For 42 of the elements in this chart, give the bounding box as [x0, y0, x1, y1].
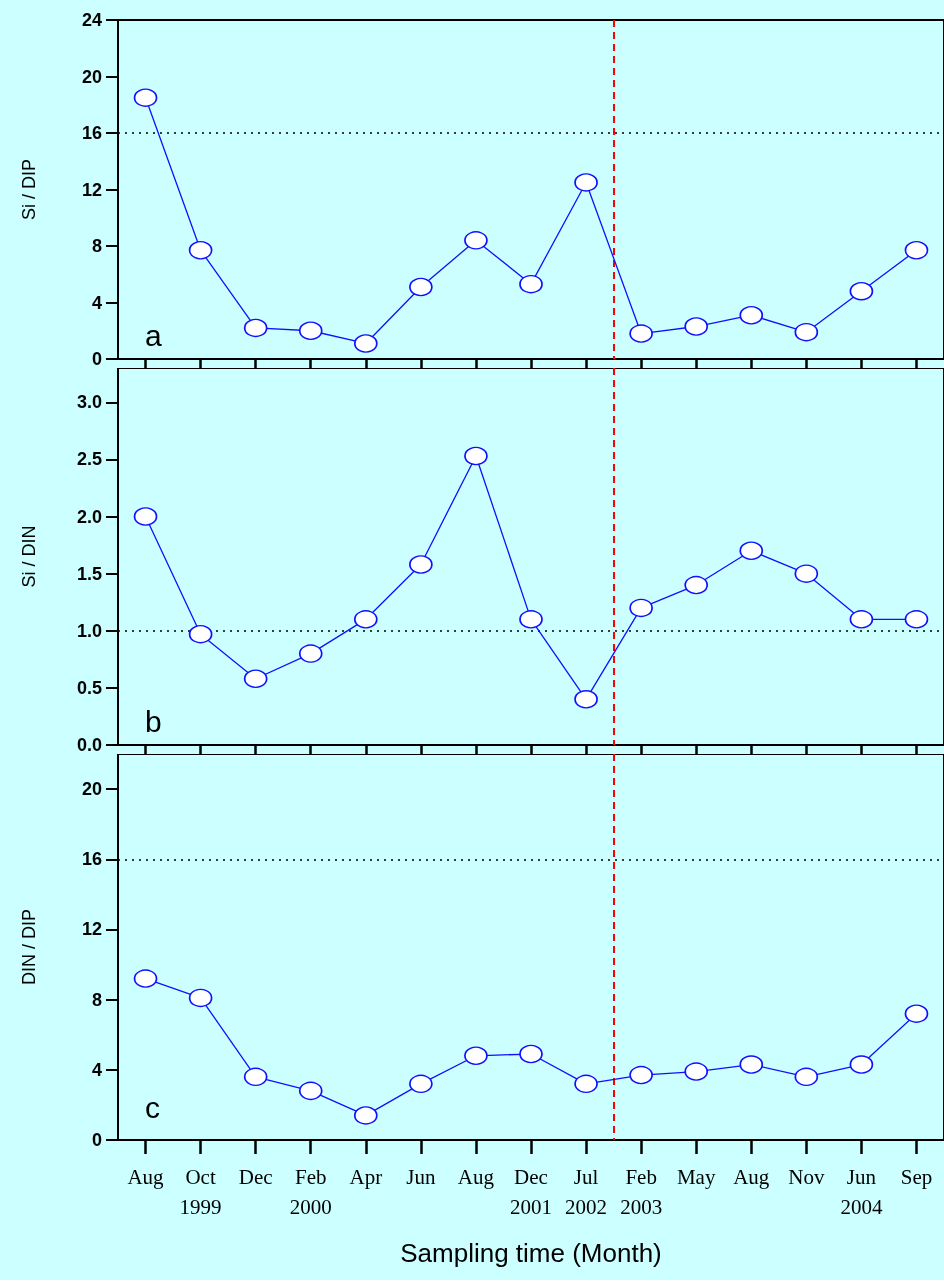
y-tick-label: 20 — [81, 779, 102, 800]
y-tick-label: 16 — [81, 123, 102, 143]
x-tick-label: Jul 2002 — [565, 1165, 608, 1219]
y-tick-label: 0.5 — [76, 677, 102, 698]
y-tick-label: 1.5 — [76, 563, 102, 584]
x-tick-label: Jun 2004 — [840, 1165, 883, 1219]
x-tick-label: Apr — [349, 1165, 383, 1189]
annotation: b — [145, 704, 162, 738]
y-axis-title: DIN / DIP — [19, 908, 39, 986]
y-tick-label: 0 — [91, 349, 102, 369]
y-tick-label: 2.0 — [76, 506, 102, 527]
y-tick-label: 0.0 — [76, 735, 102, 755]
y-tick-label: 12 — [81, 179, 102, 200]
x-tick-label: Nov — [788, 1165, 825, 1189]
y-tick-label: 16 — [81, 849, 102, 870]
x-axis-title: Sampling time (Month) — [400, 1238, 662, 1268]
y-tick-label: 3.0 — [76, 392, 102, 413]
y-tick-label: 24 — [81, 10, 102, 30]
y-tick-label: 8 — [91, 989, 102, 1010]
x-tick-label: Feb 2003 — [620, 1165, 663, 1219]
x-tick-label: Aug — [127, 1165, 165, 1189]
x-tick-label: Oct 1999 — [179, 1165, 222, 1219]
y-tick-label: 1.0 — [76, 620, 102, 641]
x-tick-label: Aug — [457, 1165, 495, 1189]
x-tick-label: Sep — [900, 1165, 933, 1189]
x-tick-label: Dec 2001 — [510, 1165, 552, 1219]
y-axis-title: Si / DIN — [19, 525, 39, 588]
y-tick-label: 12 — [81, 919, 102, 940]
x-tick-label: Feb 2000 — [289, 1165, 332, 1219]
y-tick-label: 4 — [91, 1059, 102, 1080]
y-tick-label: 0 — [91, 1130, 102, 1150]
x-tick-label: Dec — [238, 1165, 273, 1189]
y-axis-title: Si / DIP — [19, 158, 39, 221]
x-tick-label: Jun — [406, 1165, 436, 1189]
x-tick-label: Aug — [733, 1165, 770, 1189]
annotation: a — [145, 318, 162, 352]
x-tick-label: May — [676, 1165, 716, 1189]
annotation: c — [145, 1090, 160, 1124]
y-tick-label: 20 — [81, 66, 102, 87]
y-tick-label: 2.5 — [76, 449, 102, 470]
y-tick-label: 4 — [91, 292, 102, 313]
y-tick-label: 8 — [91, 236, 102, 256]
